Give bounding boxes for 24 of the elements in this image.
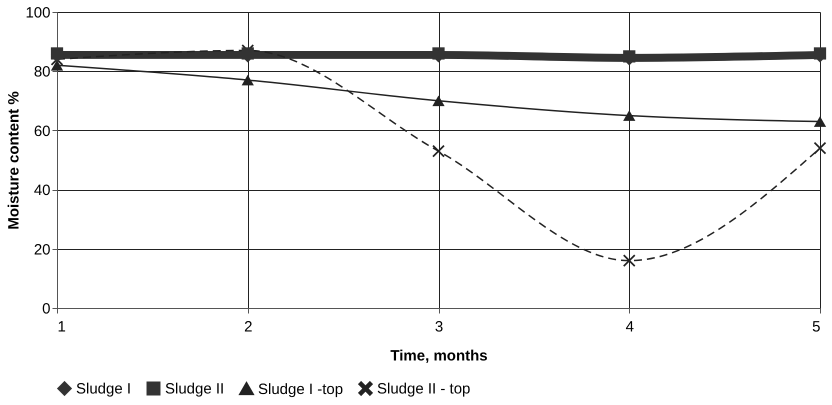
point <box>432 144 445 158</box>
point <box>814 142 826 154</box>
legend-label: Sludge I -top <box>258 380 344 398</box>
legend-label: Sludge II - top <box>377 380 470 398</box>
point <box>623 254 636 267</box>
point <box>814 116 826 127</box>
point <box>432 95 445 106</box>
point <box>242 74 254 86</box>
y-tick-label: 40 <box>34 182 50 200</box>
x-tick-label: 3 <box>434 318 444 336</box>
legend-label: Sludge I <box>76 380 132 398</box>
y-tick-label: 60 <box>34 122 50 140</box>
x-tick-label: 2 <box>244 318 252 336</box>
y-tick-label: 80 <box>34 64 50 81</box>
y-tick-label: 0 <box>42 300 50 318</box>
point <box>623 110 636 121</box>
y-tick-label: 20 <box>34 241 50 258</box>
x-tick-label: 5 <box>812 318 820 336</box>
y-axis-title: Moisture content % <box>5 91 22 230</box>
legend-label: Sludge II <box>165 380 224 398</box>
x-axis-title: Time, months <box>390 348 488 364</box>
x-tick-label: 4 <box>626 318 634 336</box>
x-tick-label: 1 <box>58 318 66 336</box>
y-tick-label: 100 <box>25 4 50 22</box>
